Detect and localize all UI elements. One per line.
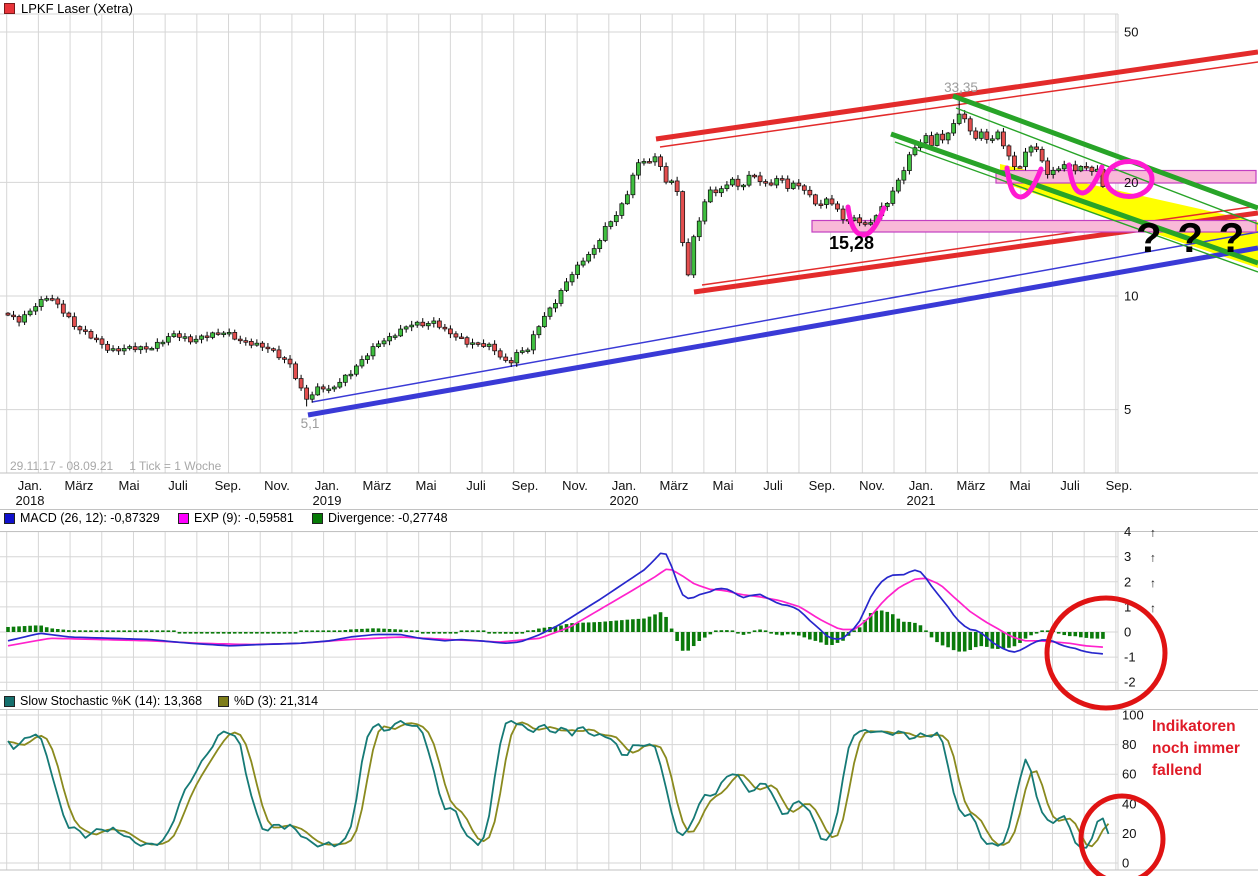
tick-period-label: 1 Tick = 1 Woche xyxy=(129,459,222,473)
stochastic-d-swatch-icon xyxy=(218,695,229,707)
chart-title: LPKF Laser (Xetra) xyxy=(21,1,133,16)
svg-text:0: 0 xyxy=(1124,625,1131,640)
svg-text:März: März xyxy=(957,478,986,493)
grid-layer xyxy=(0,13,1258,871)
svg-text:2019: 2019 xyxy=(313,493,342,508)
stochastic-k-legend-item: Slow Stochastic %K (14): 13,368 xyxy=(4,694,202,708)
svg-text:Sep.: Sep. xyxy=(1106,478,1133,493)
svg-text:Mai: Mai xyxy=(119,478,140,493)
svg-text:Mai: Mai xyxy=(713,478,734,493)
bands-layer xyxy=(811,169,1257,233)
svg-text:20: 20 xyxy=(1122,826,1136,841)
svg-text:März: März xyxy=(65,478,94,493)
svg-text:↑: ↑ xyxy=(1150,551,1156,565)
svg-text:Sep.: Sep. xyxy=(809,478,836,493)
svg-text:-1: -1 xyxy=(1124,650,1136,665)
divergence-legend-label: Divergence: -0,27748 xyxy=(328,511,448,525)
svg-text:↑: ↑ xyxy=(1150,526,1156,540)
svg-text:Mai: Mai xyxy=(416,478,437,493)
svg-text:↑: ↑ xyxy=(1150,601,1156,615)
stochastic-legend: Slow Stochastic %K (14): 13,368 %D (3): … xyxy=(0,694,1258,712)
date-range-label: 29.11.17 - 08.09.21 xyxy=(10,459,114,473)
indic-layer xyxy=(6,552,1110,849)
series-marker-icon xyxy=(4,3,15,14)
stochastic-k-swatch-icon xyxy=(4,695,15,707)
svg-text:1: 1 xyxy=(1124,599,1131,614)
svg-text:Jan.: Jan. xyxy=(612,478,637,493)
svg-text:5,1: 5,1 xyxy=(301,416,320,431)
svg-text:2: 2 xyxy=(1124,574,1131,589)
svg-text:2021: 2021 xyxy=(907,493,936,508)
divergence-legend-item: Divergence: -0,27748 xyxy=(312,511,448,525)
svg-text:4: 4 xyxy=(1124,524,1131,539)
macd-legend-label: MACD (26, 12): -0,87329 xyxy=(20,511,160,525)
svg-text:Jan.: Jan. xyxy=(18,478,43,493)
svg-text:fallend: fallend xyxy=(1152,762,1202,779)
macd-legend: MACD (26, 12): -0,87329 EXP (9): -0,5958… xyxy=(0,511,1258,529)
svg-text:50: 50 xyxy=(1124,25,1138,40)
svg-text:Nov.: Nov. xyxy=(859,478,885,493)
anno-layer: 33,35 5,1 15,28 ? ? ? Indikatoren noch immer f… xyxy=(301,80,1246,876)
svg-text:Indikatoren: Indikatoren xyxy=(1152,718,1236,735)
exp-legend-label: EXP (9): -0,59581 xyxy=(194,511,294,525)
stochastic-d-legend-label: %D (3): 21,314 xyxy=(234,694,319,708)
svg-text:2020: 2020 xyxy=(610,493,639,508)
chart-footer: 29.11.17 - 08.09.21 1 Tick = 1 Woche xyxy=(10,459,221,473)
svg-text:Nov.: Nov. xyxy=(562,478,588,493)
svg-text:Juli: Juli xyxy=(466,478,486,493)
svg-text:20: 20 xyxy=(1124,175,1138,190)
svg-text:Jan.: Jan. xyxy=(315,478,340,493)
exp-legend-item: EXP (9): -0,59581 xyxy=(178,511,294,525)
exp-swatch-icon xyxy=(178,512,189,524)
svg-text:Juli: Juli xyxy=(168,478,188,493)
candles-layer xyxy=(5,98,1106,407)
svg-text:0: 0 xyxy=(1122,856,1129,871)
macd-legend-item: MACD (26, 12): -0,87329 xyxy=(4,511,160,525)
svg-text:10: 10 xyxy=(1124,289,1138,304)
svg-text:März: März xyxy=(660,478,689,493)
stochastic-k-legend-label: Slow Stochastic %K (14): 13,368 xyxy=(20,694,203,708)
svg-text:Jan.: Jan. xyxy=(909,478,934,493)
chart-title-row: LPKF Laser (Xetra) xyxy=(4,1,133,16)
svg-text:Mai: Mai xyxy=(1010,478,1031,493)
svg-text:80: 80 xyxy=(1122,737,1136,752)
svg-text:-2: -2 xyxy=(1124,675,1136,690)
svg-text:Sep.: Sep. xyxy=(215,478,242,493)
svg-text:noch immer: noch immer xyxy=(1152,740,1240,757)
svg-text:Nov.: Nov. xyxy=(264,478,290,493)
macd-swatch-icon xyxy=(4,512,15,524)
svg-text:15,28: 15,28 xyxy=(829,233,874,253)
stochastic-d-legend-item: %D (3): 21,314 xyxy=(218,694,318,708)
svg-text:3: 3 xyxy=(1124,549,1131,564)
svg-text:Sep.: Sep. xyxy=(512,478,539,493)
divergence-swatch-icon xyxy=(312,512,323,524)
svg-text:60: 60 xyxy=(1122,767,1136,782)
svg-text:Juli: Juli xyxy=(763,478,783,493)
svg-text:100: 100 xyxy=(1122,708,1144,723)
svg-text:Juli: Juli xyxy=(1060,478,1080,493)
svg-text:↑: ↑ xyxy=(1150,576,1156,590)
svg-text:2018: 2018 xyxy=(16,493,45,508)
svg-text:? ? ?: ? ? ? xyxy=(1136,214,1246,261)
svg-text:5: 5 xyxy=(1124,402,1131,417)
svg-text:März: März xyxy=(363,478,392,493)
over-layer xyxy=(890,93,1258,273)
svg-text:33,35: 33,35 xyxy=(944,80,978,95)
svg-text:40: 40 xyxy=(1122,796,1136,811)
